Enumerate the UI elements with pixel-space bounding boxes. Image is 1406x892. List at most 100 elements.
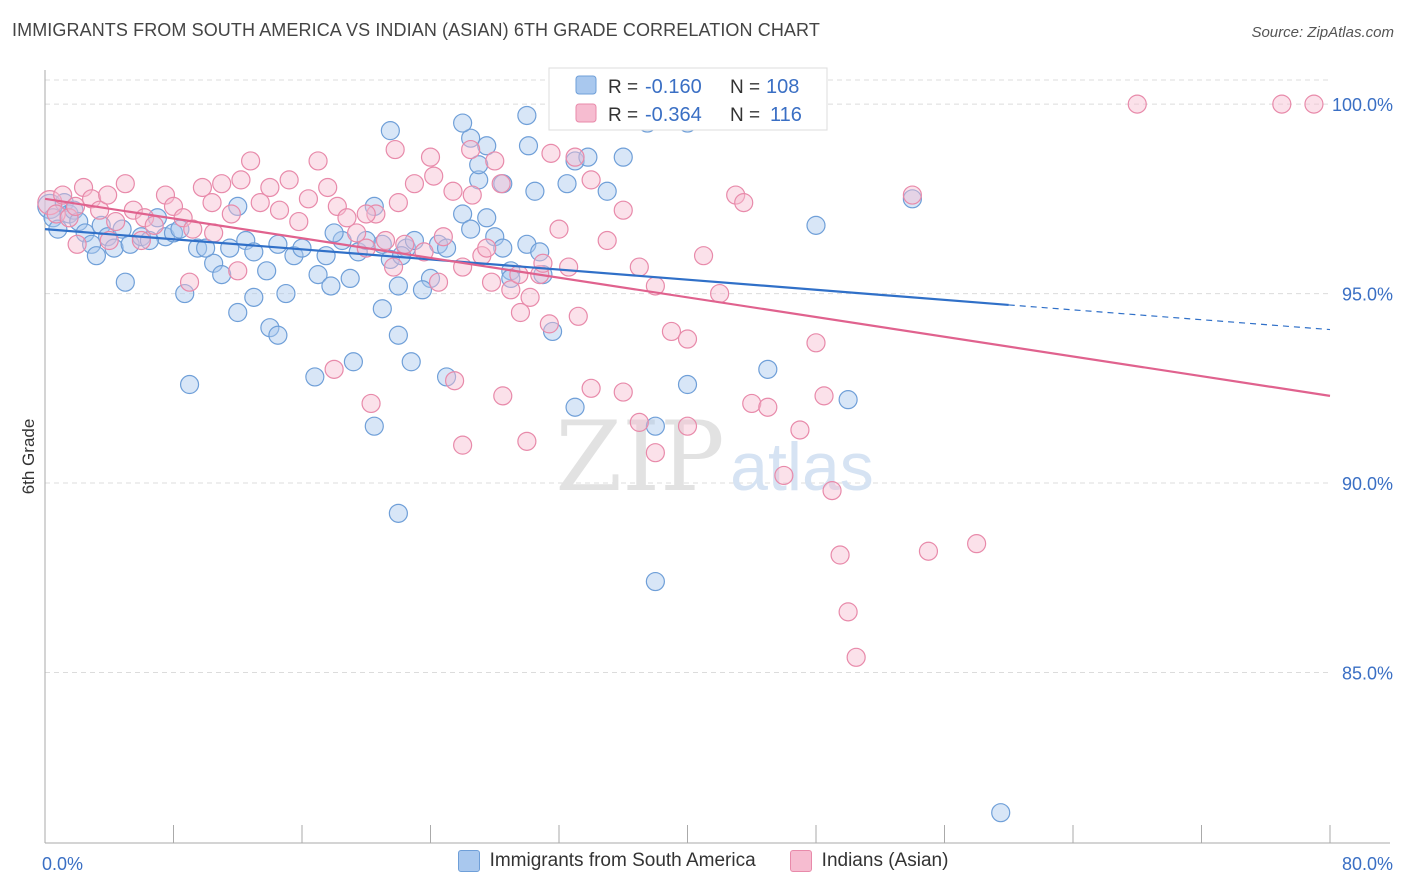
indian-point [806,333,826,353]
indian-point [388,193,408,213]
south-america-point [372,299,392,319]
indian-point [53,185,73,205]
south-america-point [412,280,433,300]
indian-point [509,265,529,285]
legend-item-south-america: Immigrants from South America [457,850,756,872]
south-america-point [525,181,545,201]
indian-point [324,359,344,379]
stats-r-value-2: -0.364 [645,104,702,126]
indian-point [774,465,794,486]
south-america-point [530,242,550,262]
indian-point [115,174,135,194]
indian-point [212,174,232,194]
indian-point [481,272,502,292]
south-america-point [228,196,248,217]
south-america-point [340,268,360,289]
indian-point [443,181,463,201]
watermark-zip: ZIP [555,401,724,513]
indian-point [433,227,453,247]
watermark: ZIP atlas [555,401,873,513]
stats-legend: R = -0.160 N = 108 R = -0.364 N = 116 [548,67,828,131]
indian-point [347,223,367,243]
bottom-legend: Immigrants from South America Indians (A… [0,850,1406,872]
south-america-point [212,265,232,285]
indian-point [539,314,559,334]
indian-point [565,147,585,167]
indian-point [790,420,810,440]
indian-point [493,386,513,406]
y-tick-label-0: 85.0% [1342,663,1393,683]
south-america-point [196,238,216,258]
indian-point [383,257,404,277]
indian-point [99,230,119,251]
indian-point [581,170,601,190]
indian-point [726,185,746,205]
indian-point [67,234,87,254]
south-america-point [453,204,473,224]
south-america-point [305,367,325,387]
south-america-point [86,246,107,266]
indian-point [568,306,588,326]
south-america-point [276,283,296,304]
stats-n-value-1: 108 [766,76,799,98]
legend-label-south-america: Immigrants from South America [489,850,756,871]
indian-point [420,147,441,167]
y-tick-label-2: 95.0% [1342,285,1393,305]
south-america-point [469,155,489,175]
indian-point [1127,94,1147,114]
indian-point [814,386,834,406]
indian-point [967,534,987,554]
indian-point [758,397,778,417]
south-america-point [806,215,826,235]
indian-point [597,230,617,251]
indian-point [356,204,376,224]
indian-point [645,443,665,463]
stats-r-label-2: R = [608,105,638,126]
indian-point [98,185,118,205]
south-america-point [991,803,1011,823]
indian-point [462,185,482,205]
trend-line-south-america-extension [1008,304,1331,331]
south-america-point [244,242,264,262]
y-axis-label: 6th Grade [19,419,38,495]
stats-n-label-2: N = [730,105,760,126]
indian-point [179,272,200,292]
south-america-point [187,238,208,258]
stats-n-value-2: 116 [770,104,802,126]
south-america-point [321,276,341,296]
trend-line-indian [44,197,1331,397]
south-america-point [343,352,363,372]
indian-point [541,143,561,163]
south-america-point [758,359,778,379]
indian-point [822,481,842,501]
x-tick-label-1: 80.0% [1342,854,1393,874]
indian-point [361,393,381,414]
south-america-point [388,325,408,345]
south-america-point [493,238,513,258]
south-america-point [461,219,481,239]
south-america-point [677,374,698,395]
indian-point [677,416,698,436]
indian-point [366,204,386,224]
indian-point [613,200,633,220]
indian-point [106,211,126,232]
south-america-point [175,283,195,304]
indian-point [192,177,213,198]
south-america-point [436,238,457,258]
indian-point [461,139,481,160]
indian-point [477,238,497,258]
indian-point [395,234,415,254]
indian-point [559,257,579,277]
south-america-point [518,136,539,156]
south-america-point [461,128,481,148]
indian-point [510,302,531,323]
indian-point [629,412,649,432]
south-america-point [557,174,577,194]
south-america-point [204,253,224,273]
indian-point [453,435,473,455]
indian-point [37,190,63,216]
south-america-point [268,325,288,345]
south-america-point [453,113,473,133]
indian-point [520,287,540,307]
indian-point [279,170,299,190]
